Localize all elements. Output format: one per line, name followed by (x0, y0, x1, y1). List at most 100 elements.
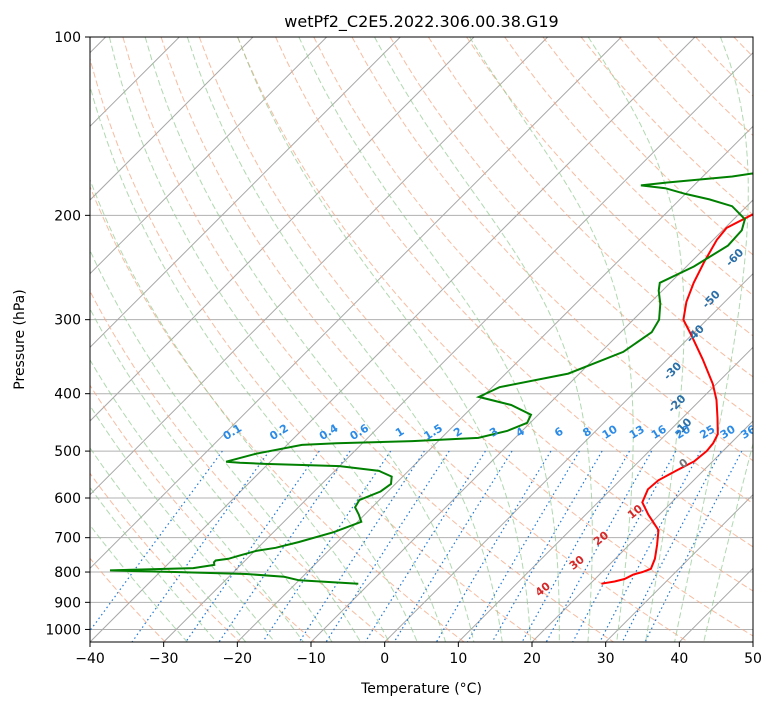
isotherm-line (90, 37, 328, 275)
chart-title: wetPf2_C2E5.2022.306.00.38.G19 (284, 12, 558, 32)
mixing-ratio-label: 6 (552, 424, 566, 439)
isotherm-line (236, 125, 753, 642)
dry-adiabat-line (466, 37, 753, 337)
mixing-ratio-label: 2 (451, 425, 464, 440)
plot-frame (89, 36, 754, 643)
moist-adiabat-line (90, 524, 188, 642)
moist-adiabat-line (186, 37, 503, 642)
y-axis-title: Pressure (hPa) (12, 289, 28, 389)
dry-adiabat-line (733, 37, 753, 58)
moist-adiabat-line (90, 486, 217, 642)
moist-adiabat-line (298, 37, 560, 642)
dry-adiabat-line (198, 37, 753, 637)
isotherm-line (163, 51, 753, 642)
mixing-ratio-line (298, 450, 425, 642)
y-tick-label: 500 (54, 444, 81, 460)
dry-adiabat-line (90, 185, 465, 642)
dry-adiabat-label: -60 (723, 246, 746, 269)
y-tick-label: 200 (54, 208, 81, 224)
y-tick-label: 700 (54, 531, 81, 547)
y-tick-label: 600 (54, 491, 81, 507)
mixing-ratio-line (325, 450, 450, 642)
mixing-ratio-label: 0.4 (317, 421, 341, 443)
x-tick-label: −10 (296, 651, 326, 667)
moist-adiabat-line (469, 37, 634, 642)
y-tick-label: 900 (54, 595, 81, 611)
mixing-ratio-label: 36 (738, 422, 758, 441)
isotherm-line (457, 346, 753, 642)
moist-adiabat-label: 40 (533, 579, 553, 599)
isopleth-labels: 0.10.20.40.611.52346810131620253036-100-… (221, 94, 775, 599)
isotherm-line (90, 37, 401, 349)
moist-adiabat-line (703, 441, 753, 642)
x-axis-title: Temperature (°C) (360, 681, 482, 697)
dry-adiabat-line (313, 37, 753, 505)
mixing-ratio-line (262, 450, 392, 642)
moist-adiabat-line (237, 37, 532, 642)
dry-adiabat-line (122, 37, 614, 642)
dry-adiabat-line (160, 37, 689, 642)
mixing-ratio-line (435, 450, 552, 642)
isotherm-line (310, 199, 753, 642)
moist-adiabat-label: 10 (625, 502, 645, 522)
mixing-ratio-line (466, 450, 580, 642)
isotherm-line (90, 37, 475, 422)
mixing-ratio-line (644, 450, 743, 642)
mixing-ratio-line (131, 450, 270, 642)
mixing-ratio-line (218, 450, 351, 642)
x-tick-label: 20 (523, 651, 541, 667)
dry-adiabat-line (275, 37, 753, 548)
dry-adiabat-line (237, 37, 753, 592)
moist-adiabat-line (587, 37, 685, 642)
dry-adiabat-line (90, 384, 316, 642)
dry-adiabat-line (657, 37, 753, 137)
x-tick-label: −30 (149, 651, 179, 667)
moist-adiabat-line (374, 37, 593, 642)
mixing-ratio-label: 0.1 (221, 422, 244, 443)
moist-adiabat-line (144, 37, 475, 642)
x-tick-label: 40 (670, 651, 688, 667)
mixing-ratio-line (572, 450, 677, 642)
x-tick-label: 10 (449, 651, 467, 667)
moist-adiabat-label: 20 (591, 529, 611, 549)
moist-adiabat-line (674, 37, 749, 642)
moist-adiabat-line (90, 404, 275, 642)
mixing-ratio-line (599, 450, 702, 642)
mixing-ratio-line (545, 450, 653, 642)
x-tick-label: 0 (380, 651, 389, 667)
isotherm-line (90, 37, 622, 570)
background-lines (90, 37, 753, 642)
isotherm-line (90, 37, 696, 642)
mixing-ratio-line (621, 450, 722, 642)
dry-adiabat-line (504, 37, 753, 296)
dry-adiabat-line (389, 37, 753, 420)
mixing-ratio-label: 16 (649, 422, 669, 441)
moist-adiabat-line (90, 178, 390, 642)
dry-adiabat-label: -90 (764, 94, 775, 117)
mixing-ratio-label: 1 (393, 425, 406, 440)
moist-adiabat-line (90, 358, 304, 642)
mixing-ratio-line (90, 450, 223, 632)
x-tick-label: −20 (223, 651, 253, 667)
moist-adiabat-label: 30 (567, 553, 587, 573)
isotherm-line (752, 641, 753, 642)
moist-adiabat-line (108, 37, 446, 642)
x-tick-label: 50 (744, 651, 762, 667)
moist-adiabat-line (90, 249, 362, 642)
y-tick-label: 100 (54, 30, 81, 46)
y-tick-label: 800 (54, 565, 81, 581)
isotherm-line (605, 493, 753, 642)
y-tick-label: 1000 (45, 622, 81, 638)
profile-series-line (109, 172, 753, 585)
dry-adiabat-line (90, 472, 241, 642)
dry-adiabat-line (90, 557, 166, 642)
dry-adiabat-label: -80 (763, 147, 775, 170)
mixing-ratio-line (521, 450, 631, 642)
dry-adiabat-line (427, 37, 753, 378)
isotherm-line (384, 272, 753, 642)
x-tick-label: −40 (75, 651, 105, 667)
mixing-ratio-label: 0.2 (267, 422, 290, 443)
dry-adiabat-line (542, 37, 753, 256)
dry-adiabat-line (351, 37, 753, 462)
